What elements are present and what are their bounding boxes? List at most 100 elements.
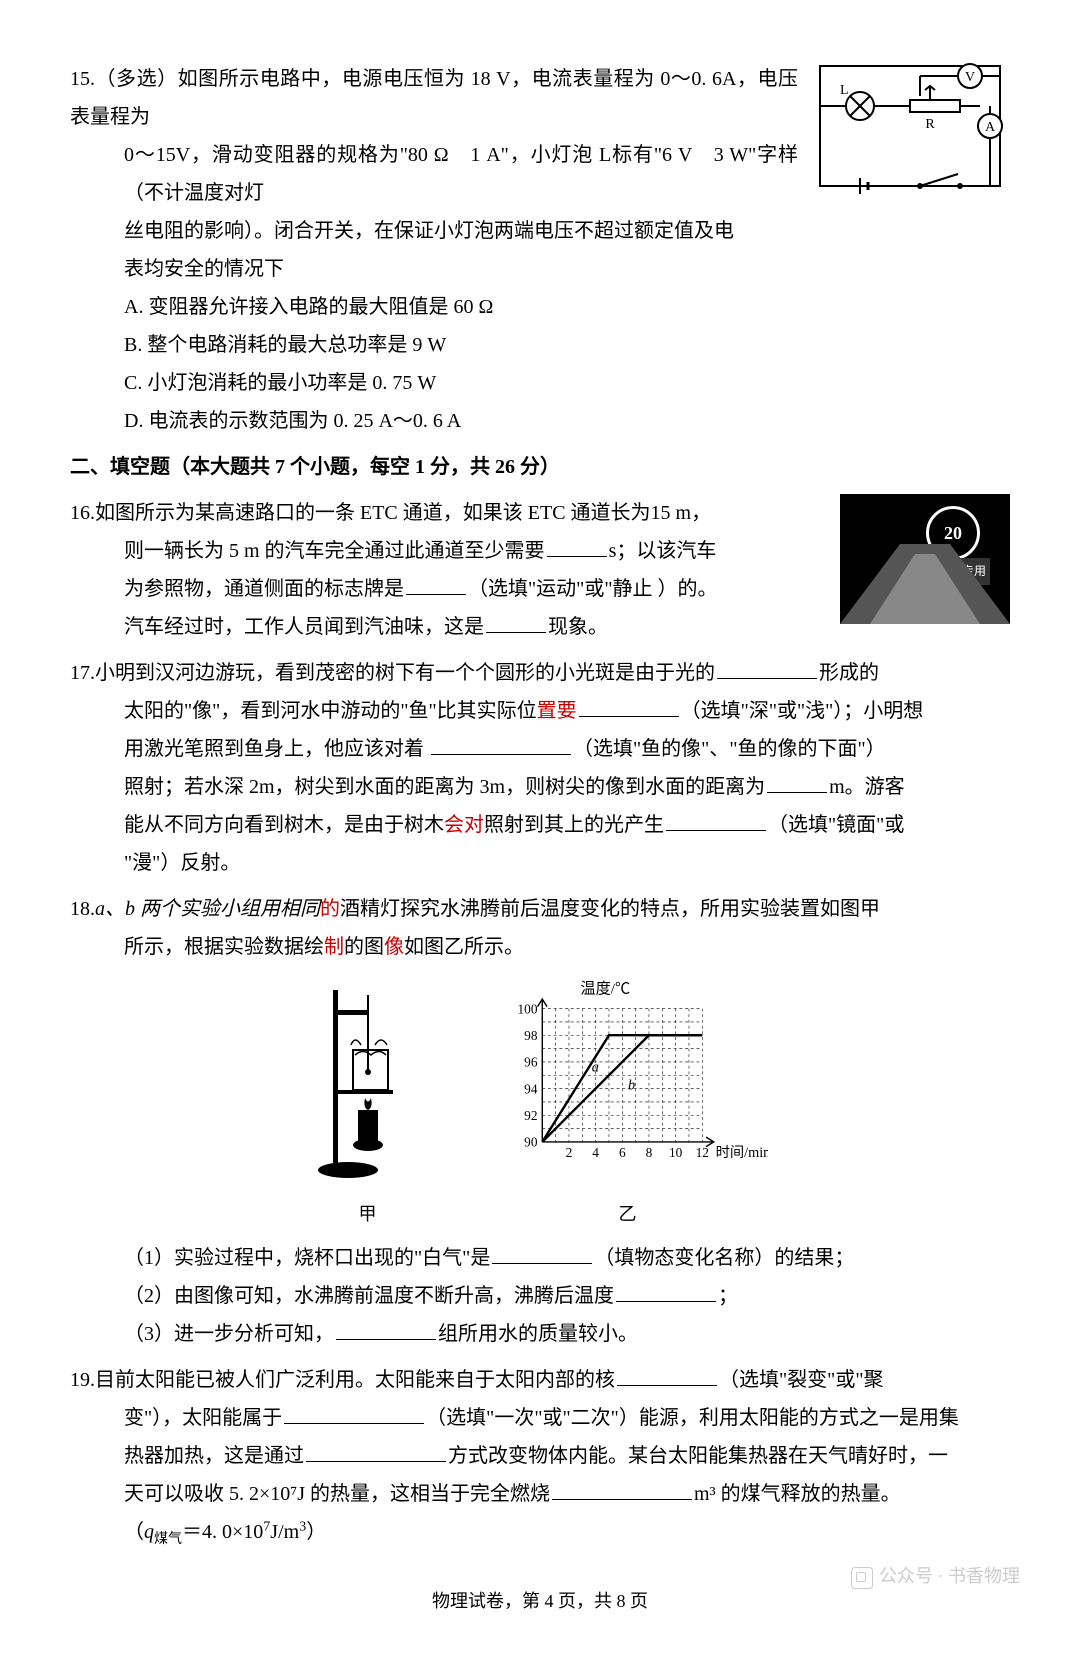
blank — [616, 1277, 716, 1302]
svg-text:R: R — [925, 117, 935, 132]
blank — [717, 654, 817, 679]
q17-p1b: 形成的 — [819, 662, 879, 684]
q16-number: 16. — [70, 502, 95, 524]
svg-text:98: 98 — [524, 1028, 538, 1043]
q19-p4b: m³ 的煤气释放的热量。 — [694, 1483, 901, 1505]
blank — [666, 806, 766, 831]
q19-p3a: 热器加热，这是通过 — [124, 1445, 304, 1467]
blank — [579, 692, 679, 717]
blank — [306, 1437, 446, 1462]
q19-p3b: 方式改变物体内能。某台太阳能集热器在天气晴好时，一 — [448, 1445, 948, 1467]
q19-p2b: （选填"一次"或"二次"）能源，利用太阳能的方式之一是用集 — [426, 1407, 959, 1429]
q17-p5a2: 照射到其上的光产生 — [484, 814, 664, 836]
ylabel: 温度/℃ — [580, 980, 630, 997]
q15-number: 15. — [70, 68, 95, 90]
q15-text4: 表均安全的情况下 — [70, 250, 1010, 288]
q16-p3a: 汽车经过时，工作人员闻到汽油味，这是 — [124, 616, 484, 638]
q18-sub2a: （2）由图像可知，水沸腾前温度不断升高，沸腾后温度 — [124, 1285, 614, 1307]
svg-text:L: L — [840, 83, 849, 98]
question-18: 18.a、b 两个实验小组用相同的酒精灯探究水沸腾前后温度变化的特点，所用实验装… — [70, 890, 1010, 1353]
q18-sub2b: ； — [718, 1285, 738, 1307]
q17-p4b: m。游客 — [829, 776, 905, 798]
q18-intro1-red: 的 — [320, 898, 340, 920]
watermark: 公众号 · 书香物理 — [851, 1559, 1020, 1593]
question-19: 19.目前太阳能已被人们广泛利用。太阳能来自于太阳内部的核（选填"裂变"或"聚 … — [70, 1361, 1010, 1554]
q18-number: 18. — [70, 898, 95, 920]
q15-option-d: D. 电流表的示数范围为 0. 25 A～0. 6 A — [70, 402, 1010, 440]
svg-text:A: A — [985, 120, 996, 135]
blank — [406, 570, 466, 595]
q17-p2a: 太阳的"像"，看到河水中游动的"鱼"比其实际位 — [124, 700, 537, 722]
svg-text:6: 6 — [618, 1145, 625, 1160]
q19-p1b: （选填"裂变"或"聚 — [719, 1369, 884, 1391]
q15-text3: 丝电阻的影响）。闭合开关，在保证小灯泡两端电压不超过额定值及电 — [70, 212, 1010, 250]
q17-p4a: 照射；若水深 2m，树尖到水面的距离为 3m，则树尖的像到水面的距离为 — [124, 776, 765, 798]
svg-text:100: 100 — [517, 1001, 537, 1016]
svg-text:4: 4 — [592, 1145, 599, 1160]
q17-p2b: （选填"深"或"浅"）；小明想 — [681, 700, 924, 722]
question-15: V L R A — [70, 60, 1010, 440]
q17-p3b: （选填"鱼的像"、"鱼的像的下面"） — [573, 738, 886, 760]
circuit-diagram: V L R A — [810, 56, 1010, 196]
section-2-header: 二、填空题（本大题共 7 个小题，每空 1 分，共 26 分） — [70, 448, 1010, 486]
watermark-text: 公众号 · 书香物理 — [879, 1566, 1020, 1586]
svg-text:94: 94 — [524, 1081, 538, 1096]
wechat-icon — [851, 1567, 873, 1589]
question-17: 17.小明到汉河边游玩，看到茂密的树下有一个个圆形的小光斑是由于光的 形成的 太阳… — [70, 654, 1010, 882]
svg-text:2: 2 — [565, 1145, 572, 1160]
svg-text:10: 10 — [668, 1145, 682, 1160]
q18-intro2c: 如图乙所示。 — [404, 936, 524, 958]
blank — [486, 608, 546, 633]
q15-option-c: C. 小灯泡消耗的最小功率是 0. 75 W — [70, 364, 1010, 402]
q16-p1a: 如图所示为某高速路口的一条 ETC 通道，如果该 ETC 通道长为15 m， — [95, 502, 711, 524]
svg-text:96: 96 — [524, 1055, 538, 1070]
svg-text:90: 90 — [524, 1135, 538, 1150]
q15-option-b: B. 整个电路消耗的最大总功率是 9 W — [70, 326, 1010, 364]
etc-image: 20 ETC专用 — [840, 494, 1010, 624]
blank — [617, 1361, 717, 1386]
q17-p6: "漫"）反射。 — [70, 844, 1010, 882]
q19-p2a: 变"），太阳能属于 — [124, 1407, 282, 1429]
q16-p2a: 为参照物，通道侧面的标志牌是 — [124, 578, 404, 600]
q18-sub1b: （填物态变化名称）的结果； — [594, 1247, 854, 1269]
q15-option-a: A. 变阻器允许接入电路的最大阻值是 60 Ω — [70, 288, 1010, 326]
question-16: 20 ETC专用 16.如图所示为某高速路口的一条 ETC 通道，如果该 ETC… — [70, 494, 1010, 646]
q18-intro2: 所示，根据实验数据绘 — [124, 936, 324, 958]
blank — [284, 1399, 424, 1424]
caption-yi: 乙 — [488, 1197, 768, 1231]
svg-text:92: 92 — [524, 1108, 537, 1123]
q16-p3b: 现象。 — [548, 616, 608, 638]
svg-text:a: a — [591, 1059, 598, 1075]
svg-text:b: b — [628, 1078, 635, 1094]
q16-p1c: s；以该汽车 — [609, 540, 717, 562]
q17-p5b: （选填"镜面"或 — [768, 814, 904, 836]
q17-p1a: 小明到汉河边游玩，看到茂密的树下有一个个圆形的小光斑是由于光的 — [95, 662, 715, 684]
q19-p1a: 目前太阳能已被人们广泛利用。太阳能来自于太阳内部的核 — [95, 1369, 615, 1391]
q15-text1: （多选）如图所示电路中，电源电压恒为 18 V，电流表量程为 0～0. 6A，电… — [70, 68, 798, 128]
q19-p5: （q煤气＝4. 0×107J/m3） — [70, 1513, 1010, 1554]
blank — [552, 1475, 692, 1500]
q18-sub3b: 组所用水的质量较小。 — [438, 1323, 638, 1345]
q17-p3a: 用激光笔照到鱼身上，他应该对着 — [124, 738, 429, 760]
q17-p5a: 能从不同方向看到树木，是由于树木 — [124, 814, 444, 836]
q18-intro2b: 的图 — [344, 936, 384, 958]
q18-intro1b: 酒精灯探究水沸腾前后温度变化的特点，所用实验装置如图甲 — [340, 898, 880, 920]
q17-number: 17. — [70, 662, 95, 684]
q18-sub1a: （1）实验过程中，烧杯口出现的"白气"是 — [124, 1247, 490, 1269]
svg-text:时间/min: 时间/min — [715, 1144, 767, 1161]
apparatus-figure: 甲 — [313, 980, 423, 1231]
q19-p4a: 天可以吸收 5. 2×10⁷J 的热量，这相当于完全燃烧 — [124, 1483, 550, 1505]
q16-p1b: 则一辆长为 5 m 的汽车完全通过此通道至少需要 — [124, 540, 545, 562]
q17-p2a-red: 置要 — [537, 700, 577, 722]
q18-intro2-red2: 像 — [384, 936, 404, 958]
q18-intro1: a、b 两个实验小组用相同 — [95, 898, 320, 920]
chart-figure: 温度/℃ 90 92 94 96 98 100 2 4 — [488, 980, 768, 1231]
figure-row: 甲 温度/℃ 90 92 94 96 98 100 — [70, 980, 1010, 1231]
q17-p5a-red: 会对 — [444, 814, 484, 836]
svg-text:8: 8 — [645, 1145, 652, 1160]
blank — [336, 1315, 436, 1340]
q16-p2b: （选填"运动"或"静止 ）的。 — [468, 578, 718, 600]
blank — [547, 532, 607, 557]
svg-text:12: 12 — [695, 1145, 708, 1160]
svg-text:V: V — [965, 70, 975, 85]
